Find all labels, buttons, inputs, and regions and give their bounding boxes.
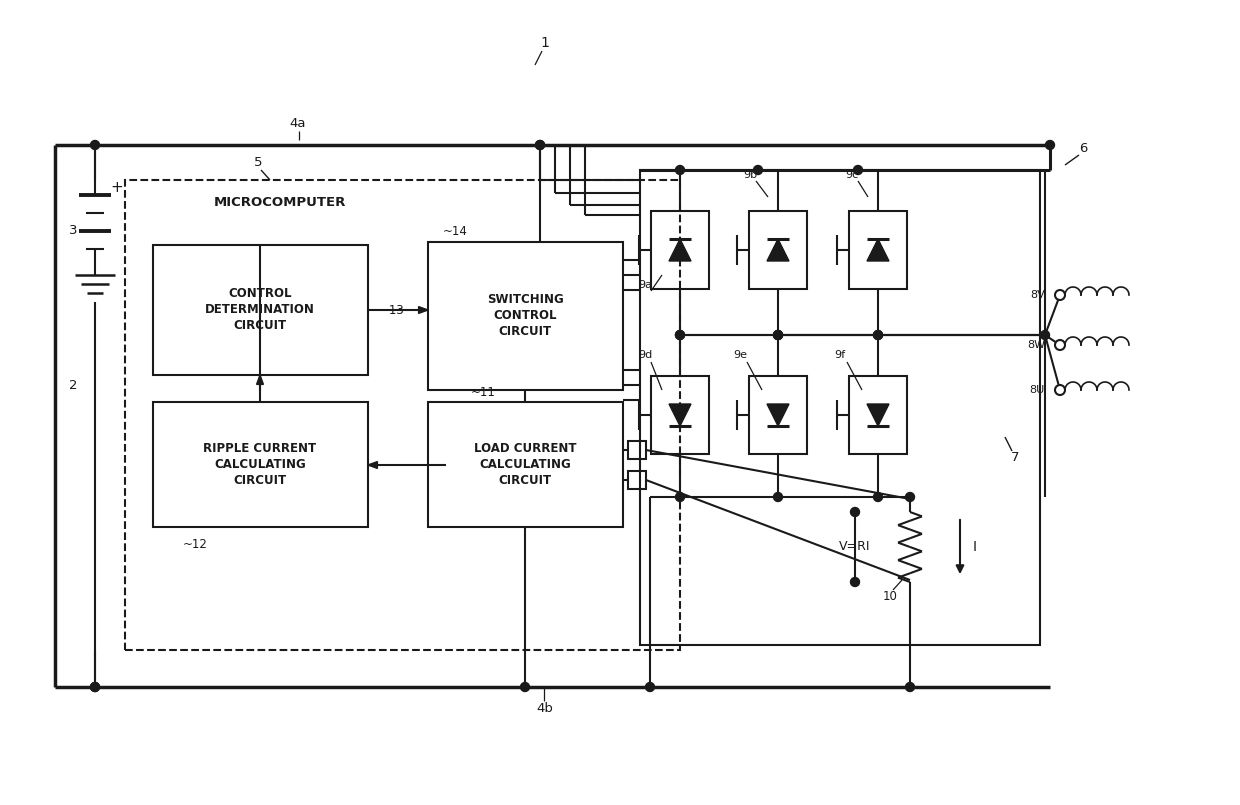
Text: 5: 5 xyxy=(254,155,262,168)
Text: DETERMINATION: DETERMINATION xyxy=(205,303,315,316)
Circle shape xyxy=(873,493,883,502)
Circle shape xyxy=(1055,340,1065,350)
Circle shape xyxy=(1040,331,1049,340)
Circle shape xyxy=(774,331,782,340)
Bar xyxy=(428,402,622,527)
Circle shape xyxy=(1055,290,1065,300)
Circle shape xyxy=(646,683,655,691)
Text: ~13: ~13 xyxy=(379,303,404,316)
Text: 4a: 4a xyxy=(290,117,306,130)
Circle shape xyxy=(905,683,915,691)
Bar xyxy=(627,471,646,489)
Text: CONTROL: CONTROL xyxy=(228,287,291,299)
Circle shape xyxy=(853,166,863,175)
Text: CALCULATING: CALCULATING xyxy=(215,457,306,470)
Circle shape xyxy=(851,577,859,587)
Polygon shape xyxy=(670,404,691,426)
Circle shape xyxy=(754,166,763,175)
Text: CALCULATING: CALCULATING xyxy=(479,457,570,470)
Text: 6: 6 xyxy=(1079,142,1087,155)
Text: CIRCUIT: CIRCUIT xyxy=(233,473,286,486)
Circle shape xyxy=(536,141,544,150)
Polygon shape xyxy=(419,307,428,313)
Text: 9e: 9e xyxy=(733,350,746,360)
Text: 10: 10 xyxy=(883,591,898,604)
Text: CIRCUIT: CIRCUIT xyxy=(498,473,552,486)
Text: V=RI: V=RI xyxy=(839,540,870,554)
Bar xyxy=(640,170,1040,645)
Text: I: I xyxy=(973,540,977,554)
Bar xyxy=(651,211,709,289)
Text: 7: 7 xyxy=(1011,451,1019,464)
Text: 9a: 9a xyxy=(639,280,652,290)
Text: ~12: ~12 xyxy=(182,539,207,551)
Polygon shape xyxy=(768,404,789,426)
Circle shape xyxy=(91,683,99,691)
Text: 2: 2 xyxy=(68,378,77,391)
Text: 4b: 4b xyxy=(537,703,553,716)
Circle shape xyxy=(873,331,883,340)
Text: +: + xyxy=(110,180,123,195)
Bar xyxy=(627,441,646,459)
Circle shape xyxy=(905,493,915,502)
Bar xyxy=(153,245,368,375)
Circle shape xyxy=(873,331,883,340)
Circle shape xyxy=(676,166,684,175)
Circle shape xyxy=(774,331,782,340)
Circle shape xyxy=(521,683,529,691)
Text: 8V: 8V xyxy=(1030,290,1045,300)
Polygon shape xyxy=(768,239,789,261)
Circle shape xyxy=(676,331,684,340)
Bar xyxy=(749,211,807,289)
Circle shape xyxy=(774,493,782,502)
Bar xyxy=(749,376,807,454)
Polygon shape xyxy=(257,375,263,385)
Circle shape xyxy=(851,507,859,517)
Text: ~11: ~11 xyxy=(470,386,496,398)
Circle shape xyxy=(536,141,544,150)
Bar xyxy=(125,180,680,650)
Text: ~14: ~14 xyxy=(443,225,467,237)
Text: 9f: 9f xyxy=(835,350,846,360)
Text: 1: 1 xyxy=(541,36,549,50)
Circle shape xyxy=(91,141,99,150)
Text: 3: 3 xyxy=(68,224,77,237)
Text: 9b: 9b xyxy=(743,170,758,180)
Text: 8U: 8U xyxy=(1029,385,1045,395)
Bar xyxy=(651,376,709,454)
Polygon shape xyxy=(867,404,889,426)
Circle shape xyxy=(676,493,684,502)
Polygon shape xyxy=(368,461,377,469)
Text: SWITCHING: SWITCHING xyxy=(486,292,563,306)
Bar xyxy=(428,242,622,390)
Polygon shape xyxy=(670,239,691,261)
Text: MICROCOMPUTER: MICROCOMPUTER xyxy=(213,196,346,208)
Text: 8W: 8W xyxy=(1027,340,1045,350)
Text: CIRCUIT: CIRCUIT xyxy=(233,319,286,332)
Polygon shape xyxy=(867,239,889,261)
Circle shape xyxy=(1045,141,1054,150)
Text: CIRCUIT: CIRCUIT xyxy=(498,324,552,337)
Circle shape xyxy=(91,683,99,691)
Circle shape xyxy=(676,331,684,340)
Text: RIPPLE CURRENT: RIPPLE CURRENT xyxy=(203,441,316,455)
Circle shape xyxy=(1055,385,1065,395)
Bar xyxy=(849,211,906,289)
Text: 9d: 9d xyxy=(637,350,652,360)
Bar xyxy=(153,402,368,527)
Text: CONTROL: CONTROL xyxy=(494,308,557,321)
Circle shape xyxy=(774,331,782,340)
Text: LOAD CURRENT: LOAD CURRENT xyxy=(474,441,577,455)
Bar xyxy=(849,376,906,454)
Text: 9c: 9c xyxy=(846,170,858,180)
